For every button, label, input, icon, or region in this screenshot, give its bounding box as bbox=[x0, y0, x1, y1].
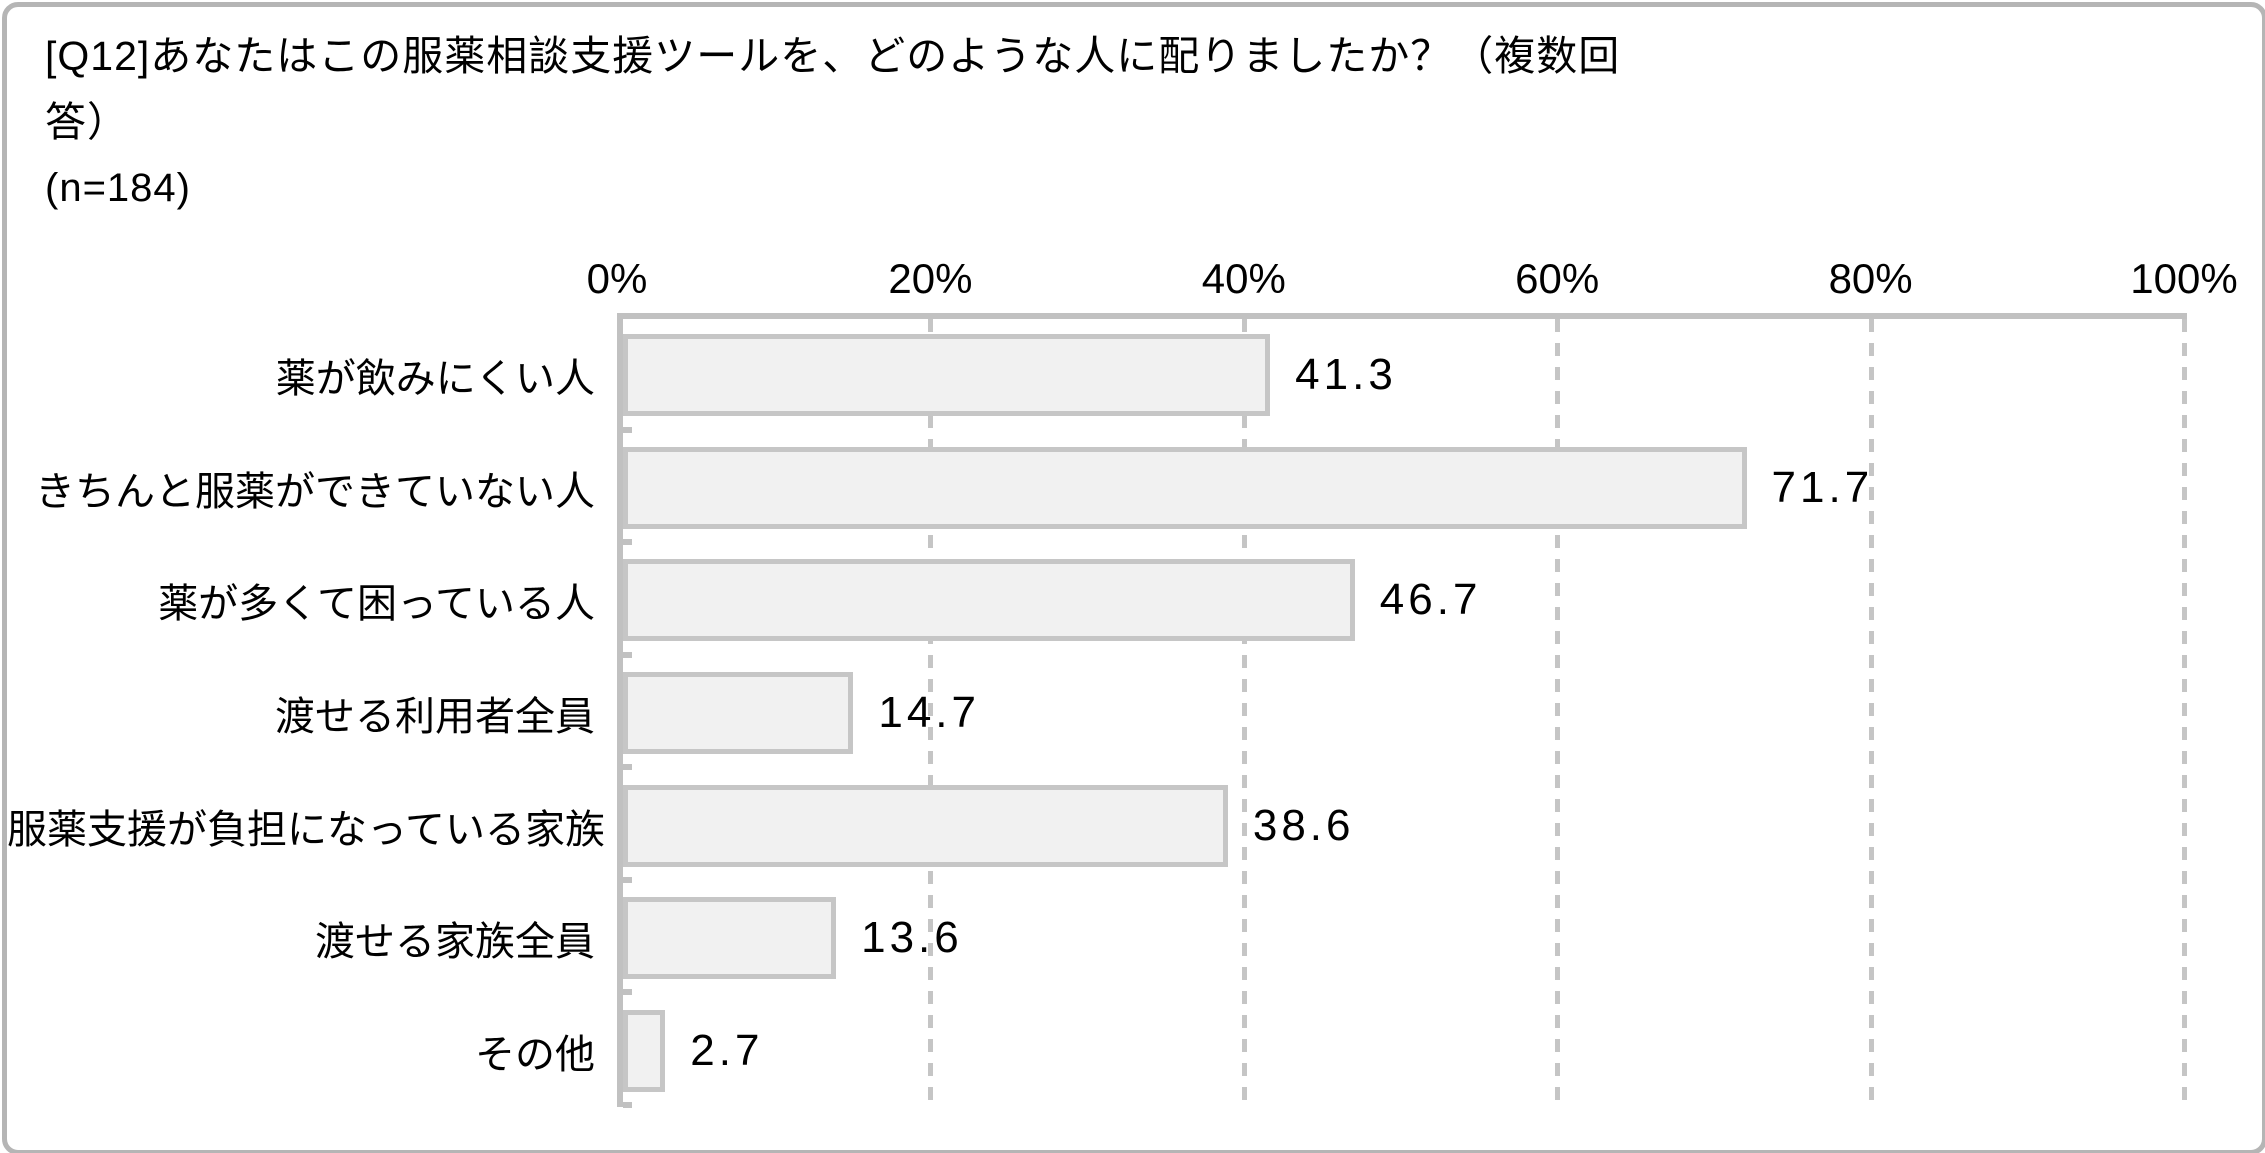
x-axis-tick-label: 40% bbox=[1201, 255, 1286, 302]
bar-5 bbox=[623, 784, 1228, 867]
x-axis-tick-label: 100% bbox=[2130, 255, 2238, 302]
category-label: 薬が飲みにくい人 bbox=[275, 357, 595, 402]
bar-value-label: 38.6 bbox=[1252, 800, 1355, 850]
bar-2 bbox=[623, 446, 1747, 529]
x-axis-tick-label: 0% bbox=[586, 255, 648, 302]
category-label: きちんと服薬ができていない人 bbox=[35, 469, 595, 514]
category-boundary-tick bbox=[623, 539, 632, 546]
bar-value-label: 71.7 bbox=[1771, 462, 1874, 512]
bar-7 bbox=[623, 1009, 666, 1092]
bar-6 bbox=[623, 897, 837, 980]
category-label: 渡せる利用者全員 bbox=[275, 695, 595, 739]
category-label: 薬が多くて困っている人 bbox=[158, 582, 595, 627]
vertical-gridline bbox=[1868, 319, 1874, 1107]
chart-header: [Q12]あなたはこの服薬相談支援ツールを、どのような人に配りましたか？（複数回… bbox=[45, 23, 1620, 221]
bar-value-label: 41.3 bbox=[1295, 350, 1397, 400]
bar-value-label: 46.7 bbox=[1379, 575, 1482, 625]
category-boundary-tick bbox=[623, 426, 632, 433]
category-boundary-tick bbox=[623, 1102, 632, 1108]
category-boundary-tick bbox=[623, 876, 632, 883]
sample-size-label: (n=184) bbox=[45, 166, 191, 210]
x-axis-line bbox=[617, 313, 2187, 319]
vertical-gridline bbox=[928, 319, 934, 1107]
vertical-gridline bbox=[2182, 319, 2187, 1107]
chart-title-line-2: 答） bbox=[45, 99, 129, 145]
category-label: その他 bbox=[475, 1032, 595, 1077]
category-label: 渡せる家族全員 bbox=[315, 920, 595, 965]
category-boundary-tick bbox=[623, 651, 632, 658]
x-axis-tick-label: 80% bbox=[1828, 255, 1913, 302]
bar-value-label: 14.7 bbox=[878, 688, 980, 737]
category-label: 服薬支援が負担になっている家族 bbox=[7, 807, 605, 852]
vertical-gridline bbox=[1555, 319, 1561, 1107]
chart-title-line-1: [Q12]あなたはこの服薬相談支援ツールを、どのような人に配りましたか？（複数回 bbox=[45, 33, 1621, 79]
bar-3 bbox=[623, 559, 1355, 642]
category-boundary-tick bbox=[623, 989, 632, 996]
x-axis-tick-label: 20% bbox=[888, 255, 973, 302]
x-axis-tick-label: 60% bbox=[1515, 255, 1600, 302]
y-axis-line bbox=[617, 313, 623, 1107]
bar-1 bbox=[623, 334, 1271, 417]
bar-value-label: 13.6 bbox=[861, 913, 963, 963]
bar-4 bbox=[623, 672, 854, 754]
vertical-gridline bbox=[1241, 319, 1247, 1107]
category-boundary-tick bbox=[623, 764, 632, 771]
bar-value-label: 2.7 bbox=[690, 1025, 764, 1075]
